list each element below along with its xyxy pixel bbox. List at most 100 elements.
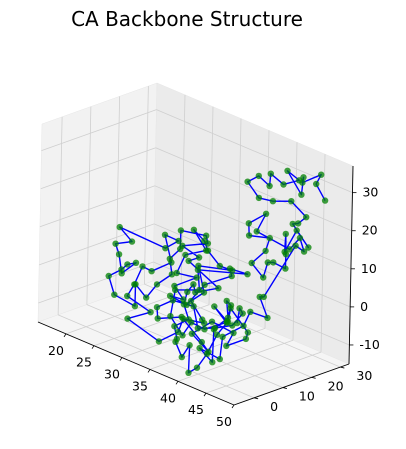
ca-atom-point <box>262 247 269 255</box>
grid-line-y <box>143 86 149 285</box>
ca-atom-point <box>292 242 299 249</box>
ca-atom-point <box>193 274 200 281</box>
ca-atom-point <box>182 251 189 259</box>
ca-atom-point <box>199 316 206 323</box>
grid-line-x <box>205 351 322 394</box>
x-tick-mark <box>203 392 207 397</box>
y-tick-label: 0 <box>270 399 278 414</box>
ca-atom-point <box>264 314 271 322</box>
ca-atom-point <box>244 329 252 336</box>
ca-atom-point <box>230 329 237 337</box>
ca-atom-point <box>201 326 208 333</box>
ca-atom-point <box>245 220 252 227</box>
ca-atom-point <box>213 331 221 338</box>
ca-atom-point <box>266 182 273 190</box>
ca-atom-point <box>198 338 205 346</box>
grid-line-x <box>177 339 294 382</box>
ca-atom-point <box>293 227 300 234</box>
ca-atom-point <box>245 232 253 239</box>
ca-atom-point <box>208 318 216 325</box>
ca-atom-point <box>269 198 277 205</box>
ca-atom-point <box>216 262 223 270</box>
ca-atom-point <box>201 237 208 245</box>
ca-atom-point <box>223 342 230 350</box>
ca-atom-point <box>216 355 223 363</box>
ca-atom-point <box>183 301 190 308</box>
grid-line-x <box>180 94 186 293</box>
ca-atom-point <box>270 259 277 266</box>
ca-atom-point <box>266 234 273 242</box>
ca-atom-point <box>112 240 119 247</box>
ca-atom-point <box>248 259 255 267</box>
y-tick-label: 10 <box>299 389 315 404</box>
ca-atom-point <box>178 353 185 361</box>
x-tick-mark <box>91 345 95 349</box>
ca-atom-point <box>193 364 201 371</box>
grid-line-y <box>86 304 284 388</box>
ca-atom-point <box>305 244 312 251</box>
ca-atom-point <box>187 297 195 305</box>
ca-atom-point <box>177 245 184 253</box>
ca-atom-point <box>286 246 293 253</box>
grid-line-z <box>41 109 157 152</box>
ca-atom-point <box>284 167 291 174</box>
ca-atom-point <box>313 180 320 188</box>
ca-atom-point <box>194 266 202 273</box>
x-tick-mark <box>119 357 123 361</box>
grid-line-y <box>57 116 63 315</box>
ca-atom-point <box>296 177 303 184</box>
grid-line-z <box>39 223 155 266</box>
ca-atom-point <box>171 323 178 330</box>
ca-atom-point <box>321 197 329 204</box>
ca-atom-point <box>211 303 218 310</box>
ca-atom-point <box>240 322 247 329</box>
x-tick-mark <box>147 369 151 373</box>
ca-atom-point <box>116 223 123 231</box>
grid-line-z <box>154 185 352 270</box>
grid-line-z <box>40 147 156 190</box>
ca-atom-point <box>161 231 169 238</box>
ca-atom-point <box>184 288 191 295</box>
grid-line-x <box>208 106 214 305</box>
x-tick-mark <box>175 381 179 385</box>
ca-atom-point <box>186 342 193 349</box>
grid-line-y <box>86 106 92 305</box>
x-tick-label: 40 <box>160 390 176 405</box>
y-tick-mark <box>282 387 287 389</box>
x-tick-mark <box>231 404 235 409</box>
ca-atom-point <box>131 281 138 288</box>
grid-line-y <box>57 314 255 399</box>
ca-atom-point <box>262 210 270 217</box>
ca-atom-point <box>215 285 222 292</box>
ca-atom-point <box>169 297 176 304</box>
y-tick-mark <box>254 397 259 400</box>
grid-line-z <box>156 109 353 194</box>
ca-atom-point <box>153 304 161 311</box>
ca-atom-point <box>180 296 187 303</box>
ca-atom-point <box>167 313 174 320</box>
x-tick-label: 30 <box>104 367 120 382</box>
ca-atom-point <box>148 268 155 275</box>
ca-atom-point <box>255 194 263 202</box>
ca-atom-point <box>244 178 251 185</box>
ca-atom-point <box>190 281 197 288</box>
x-tick-label: 35 <box>132 378 148 393</box>
ca-atom-point <box>264 259 271 266</box>
ca-atom-point <box>185 257 192 265</box>
ca-atom-point <box>179 332 186 339</box>
y-axis-line <box>233 363 350 406</box>
ca-atom-point <box>203 232 210 239</box>
ca-atom-point <box>253 228 260 235</box>
ca-atom-point <box>205 348 212 355</box>
ca-atom-point <box>242 335 250 343</box>
z-tick-label: -10 <box>359 337 379 352</box>
x-axis-line <box>37 321 235 406</box>
ca-atom-point <box>195 254 203 261</box>
ca-atom-point <box>288 198 295 205</box>
grid-line-x <box>93 304 210 347</box>
ca-atom-point <box>227 305 234 312</box>
ca-atom-point <box>172 286 179 294</box>
ca-atom-point <box>196 286 203 294</box>
grid-line-x <box>65 292 182 335</box>
